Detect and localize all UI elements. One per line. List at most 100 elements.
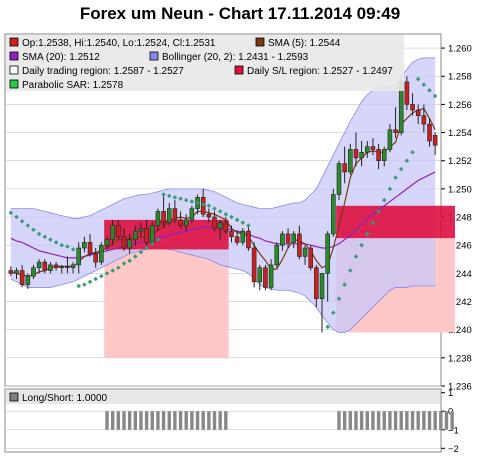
sub-legend-entry: Long/Short: 1.0000 [22, 393, 108, 404]
candle-body [206, 213, 212, 218]
candle-body [172, 208, 178, 221]
candle-body [280, 233, 285, 246]
candle-body [212, 216, 217, 229]
candle [257, 264, 263, 291]
candle-body [82, 242, 87, 249]
candle-body [393, 129, 398, 133]
candle-body [364, 146, 370, 153]
candle [121, 228, 127, 251]
candle [127, 233, 132, 254]
long-short-bar [190, 411, 194, 430]
candle-body [99, 244, 104, 263]
sma20-line [10, 171, 436, 259]
long-short-bar [450, 411, 454, 430]
candle [70, 262, 76, 274]
candle-body [376, 149, 381, 162]
candle-body [348, 149, 353, 173]
candle-body [359, 151, 364, 159]
long-short-bar [342, 411, 347, 430]
candle [116, 219, 121, 240]
candle [99, 242, 104, 265]
candle [155, 208, 161, 232]
main-price-panel: 1.260 1.258 1.256 1.254 1.252 1.250 1.248 1.246… [4, 33, 472, 393]
sma5-line [10, 107, 436, 277]
candle-body [251, 247, 257, 283]
y-tick-label: 1.256 [448, 100, 472, 111]
candle [342, 146, 347, 184]
long-short-bar [439, 411, 443, 430]
long-short-bar [139, 411, 143, 430]
long-short-bar [218, 411, 222, 430]
candle-body [387, 129, 393, 150]
candle [138, 222, 144, 237]
long-short-bar [127, 411, 132, 430]
sar-dot [53, 240, 59, 245]
sl-region-swatch [234, 65, 244, 75]
long-short-bar [348, 411, 352, 430]
candle-body [427, 123, 432, 142]
long-short-bar [399, 411, 403, 430]
y-tick-label: 1.254 [448, 128, 472, 139]
long-short-bar [410, 411, 415, 430]
candle [36, 259, 42, 274]
legend-entry: Bollinger (20, 2): 1.2431 - 1.2593 [162, 52, 309, 63]
long-short-bar [167, 411, 171, 430]
sar-dot [365, 231, 370, 237]
bollinger-swatch [149, 51, 159, 61]
y-tick-label: 1.252 [448, 156, 472, 167]
long-short-bar [144, 411, 149, 430]
candle-body [93, 253, 98, 263]
long-short-bar [416, 411, 420, 430]
sar-dot [70, 247, 76, 252]
long-short-bar [427, 411, 432, 430]
sar-dot [336, 296, 342, 301]
candle-body [217, 222, 223, 229]
long-short-swatch [9, 392, 19, 402]
legend-entry: Parabolic SAR: 1.2578 [22, 80, 124, 91]
sar-dot [48, 237, 53, 242]
legend-entry: Daily trading region: 1.2587 - 1.2527 [22, 66, 184, 77]
y-tick-label: 1.238 [448, 353, 472, 364]
y-tick-label: 1.260 [448, 44, 472, 55]
sar-dot [104, 271, 110, 276]
candle-body [138, 228, 144, 232]
candle-body [240, 230, 246, 243]
candle-body [133, 230, 138, 240]
long-short-bar [371, 411, 375, 430]
candle [161, 194, 166, 229]
sl-region [104, 249, 229, 358]
candle [31, 264, 36, 279]
long-short-bar [337, 411, 341, 430]
sar-dot [331, 310, 336, 316]
candle [291, 231, 297, 249]
candle-body [263, 267, 268, 288]
sar-dot [410, 150, 415, 155]
long-short-bar [365, 411, 369, 430]
y-tick-label: 1.250 [448, 184, 472, 195]
trading-region [336, 205, 455, 239]
candle-body [25, 275, 31, 285]
candle-body [229, 230, 234, 238]
candle [410, 93, 415, 116]
candle-body [189, 208, 195, 221]
candle [376, 143, 381, 170]
candle-body [19, 270, 25, 285]
candle [82, 236, 87, 253]
candle [59, 264, 65, 274]
candle-body [183, 219, 189, 226]
long-short-bar [224, 411, 228, 430]
long-short-bar [195, 411, 200, 430]
candle [302, 245, 308, 265]
chart-title: Forex um Neun - Chart 17.11.2014 09:49 [79, 4, 401, 23]
long-short-bar [433, 411, 437, 430]
candle-body [257, 267, 263, 283]
candle-body [319, 273, 325, 300]
candle-body [314, 267, 319, 300]
candle-body [268, 264, 274, 288]
legend-entry: Daily S/L region: 1.2527 - 1.2497 [247, 66, 393, 77]
candle-body [410, 104, 415, 111]
bollinger-lower-line [10, 247, 436, 333]
y-tick-label: 1.242 [448, 297, 472, 308]
candle-body [42, 261, 48, 271]
